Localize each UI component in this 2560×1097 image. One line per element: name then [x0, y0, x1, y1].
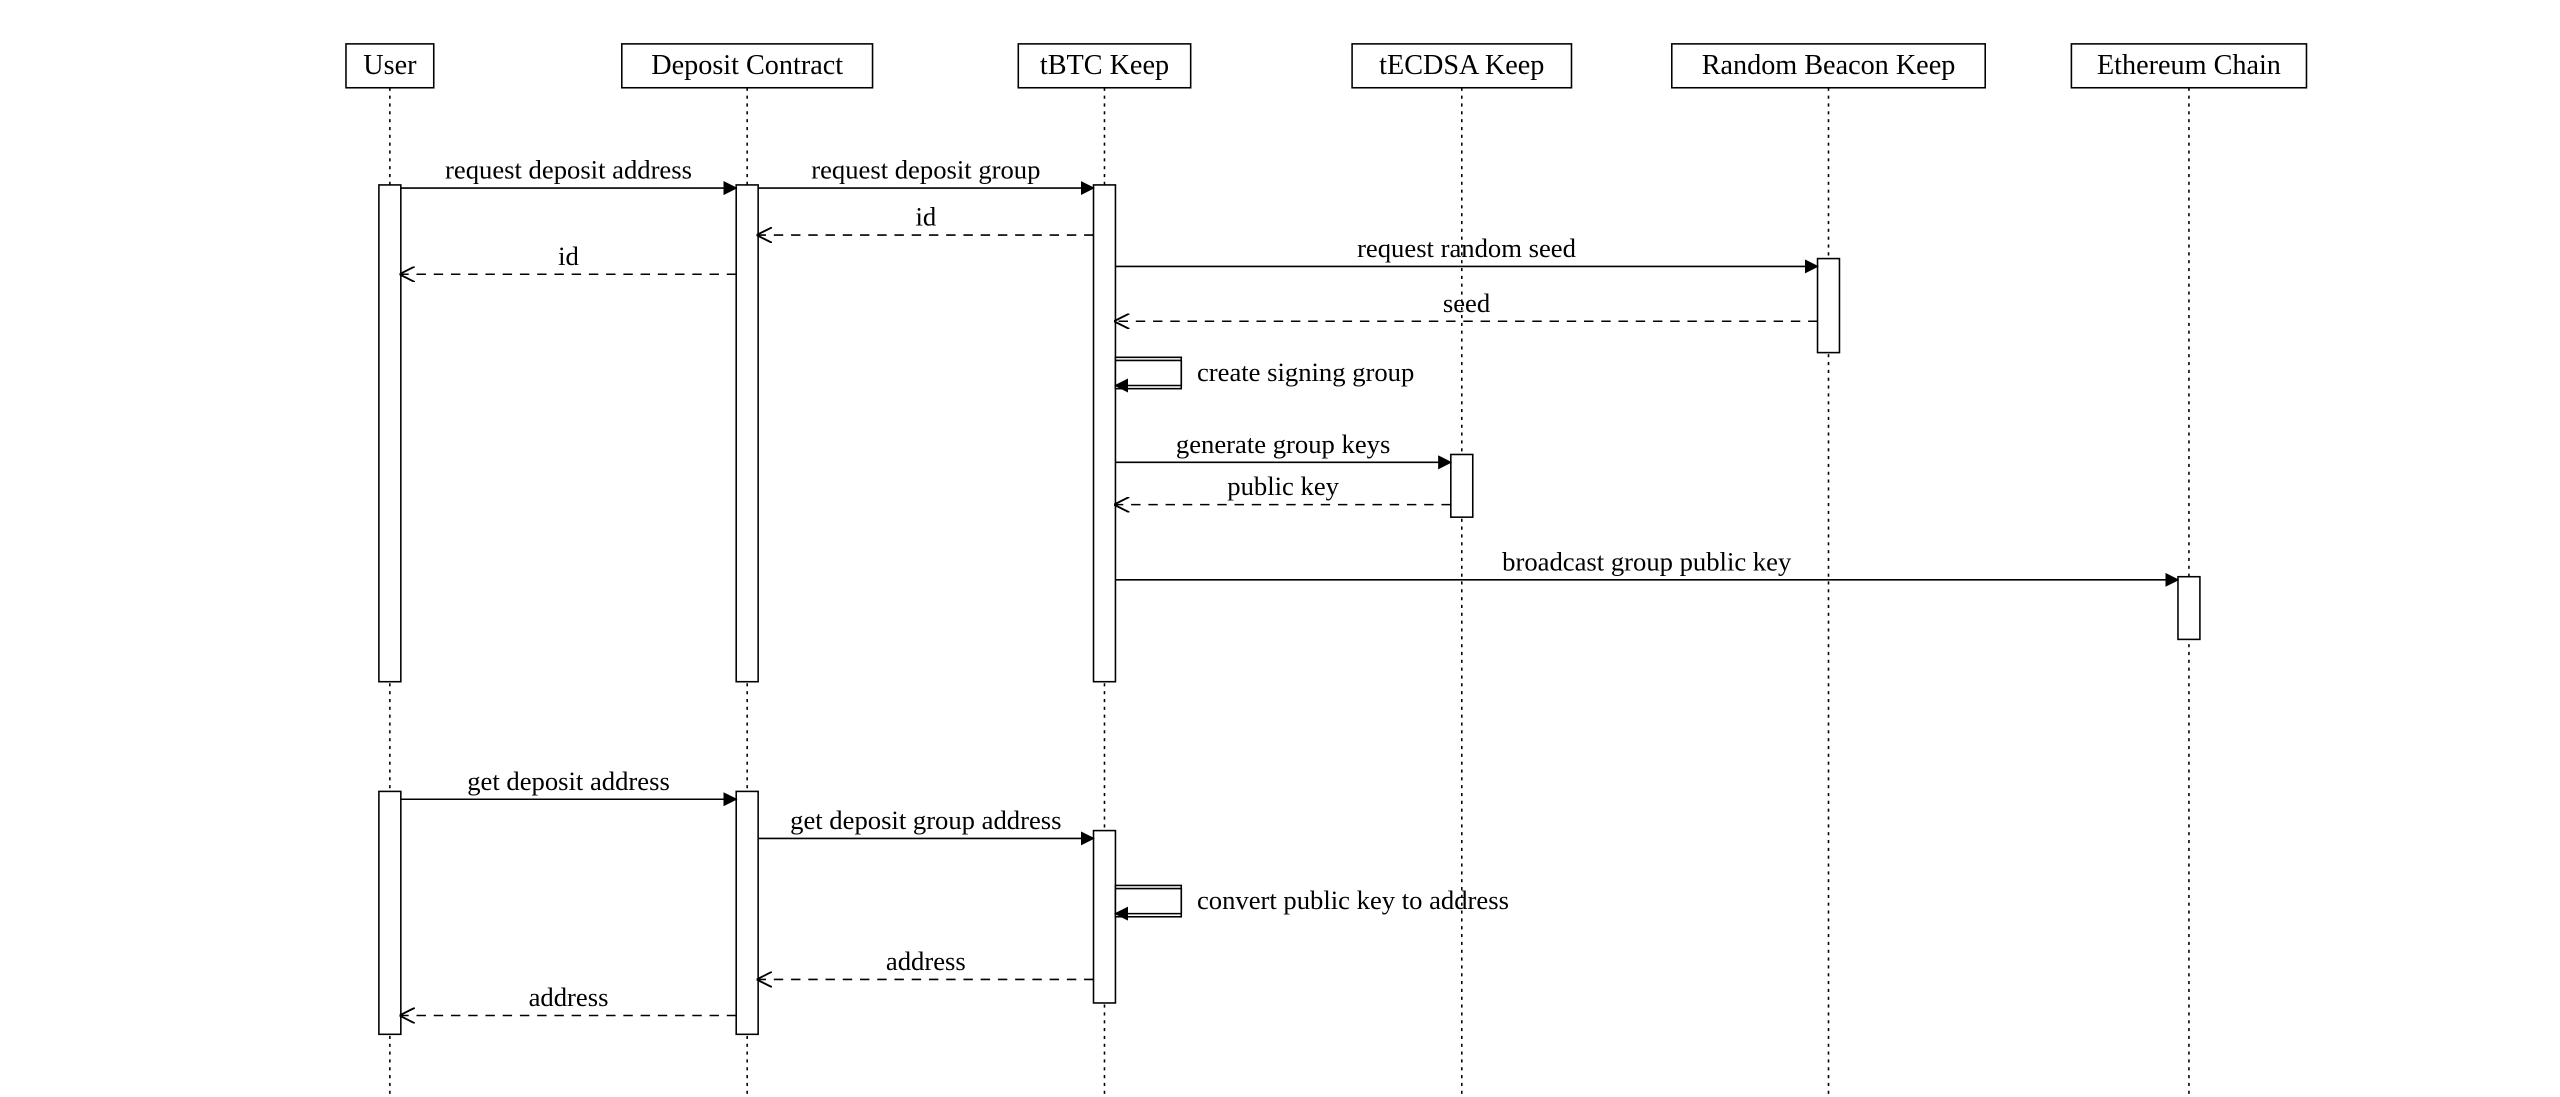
message-label: broadcast group public key [1502, 546, 1792, 576]
message-label: seed [1443, 288, 1490, 318]
message-label: public key [1227, 471, 1339, 501]
message-label: request deposit group [811, 155, 1040, 185]
activation-tbtc [1094, 831, 1116, 1003]
message-label: get deposit address [467, 766, 670, 796]
participant-label-deposit: Deposit Contract [651, 50, 843, 81]
message-label: address [886, 946, 966, 976]
activation-tecdsa [1451, 454, 1473, 517]
message-label: address [529, 982, 609, 1012]
message-label: id [915, 202, 936, 232]
message-label: convert public key to address [1197, 885, 1509, 915]
message-label: request deposit address [445, 155, 692, 185]
participant-label-beacon: Random Beacon Keep [1702, 50, 1956, 81]
message-label: generate group keys [1176, 429, 1390, 459]
message-label: request random seed [1357, 233, 1576, 263]
participant-label-tecdsa: tECDSA Keep [1379, 50, 1544, 81]
activation-beacon [1818, 259, 1840, 353]
activation-deposit [736, 791, 758, 1034]
message-label: get deposit group address [790, 805, 1061, 835]
participant-label-eth: Ethereum Chain [2097, 50, 2281, 81]
participant-label-tbtc: tBTC Keep [1040, 50, 1169, 81]
activation-eth [2178, 577, 2200, 640]
message-label: id [558, 241, 579, 271]
participant-label-user: User [363, 50, 417, 81]
activation-deposit [736, 185, 758, 682]
sequence-diagram: request deposit address request deposit g… [0, 0, 2560, 1097]
activation-tbtc [1094, 185, 1116, 682]
activation-user [379, 185, 401, 682]
activation-user [379, 791, 401, 1034]
message-label: create signing group [1197, 357, 1414, 387]
